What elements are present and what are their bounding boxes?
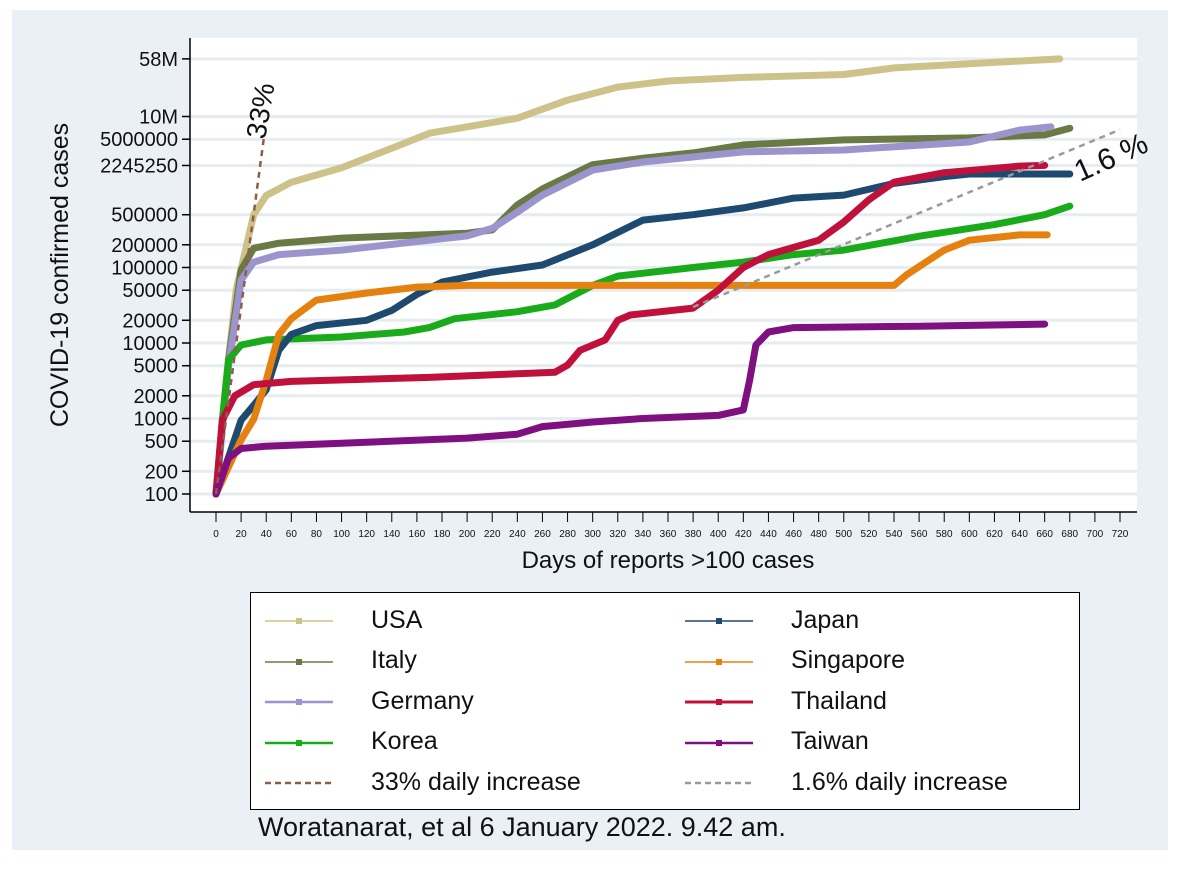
x-tick-label: 540 xyxy=(886,529,903,540)
legend: USA Italy Germany Korea Japan Singapore Thaila… xyxy=(250,592,1080,810)
x-tick-label: 80 xyxy=(311,529,323,540)
x-tick-label: 520 xyxy=(861,529,878,540)
legend-label: Japan xyxy=(791,605,860,634)
series-germany-line xyxy=(212,123,1055,498)
x-tick-label: 360 xyxy=(660,529,677,540)
y-tick-label: 10000 xyxy=(122,333,178,355)
x-tick-label: 620 xyxy=(986,529,1003,540)
caption: Woratanarat, et al 6 January 2022. 9.42 … xyxy=(258,812,786,842)
x-tick-label: 300 xyxy=(584,529,601,540)
x-tick-label: 220 xyxy=(484,529,501,540)
series-singapore-line xyxy=(212,231,1051,498)
x-tick-label: 640 xyxy=(1011,529,1028,540)
x-tick-label: 700 xyxy=(1087,529,1104,540)
y-tick-label: 500 xyxy=(145,431,178,453)
series-33-daily-increase-line xyxy=(214,139,265,495)
x-tick-label: 340 xyxy=(635,529,652,540)
x-tick-label: 200 xyxy=(459,529,476,540)
x-tick-label: 180 xyxy=(434,529,451,540)
y-tick-label: 20000 xyxy=(122,310,178,332)
x-tick-label: 240 xyxy=(509,529,526,540)
x-tick-label: 320 xyxy=(609,529,626,540)
legend-item-taiwan: Taiwan xyxy=(685,727,869,757)
y-tick-label: 5000000 xyxy=(100,129,178,151)
x-tick-label: 500 xyxy=(835,529,852,540)
x-tick-label: 560 xyxy=(911,529,928,540)
y-tick-label: 200000 xyxy=(111,235,178,257)
legend-label: Thailand xyxy=(791,686,887,715)
series-korea-line xyxy=(212,202,1074,498)
y-tick-label: 500000 xyxy=(111,205,178,227)
legend-swatch-taiwan xyxy=(685,736,753,748)
y-tick-label: 2000 xyxy=(134,386,179,408)
legend-label: 33% daily increase xyxy=(371,767,581,796)
y-axis-title: COVID-19 confirmed cases xyxy=(46,123,74,427)
x-tick-label: 400 xyxy=(710,529,727,540)
legend-item-thailand: Thailand xyxy=(685,686,887,716)
legend-swatch-1-6-daily-increase xyxy=(685,776,753,788)
legend-swatch-33-daily-increase xyxy=(265,776,333,788)
legend-label: 1.6% daily increase xyxy=(791,767,1008,796)
x-tick-label: 580 xyxy=(936,529,953,540)
legend-item-italy: Italy xyxy=(265,646,417,676)
x-tick-label: 600 xyxy=(961,529,978,540)
x-tick-label: 380 xyxy=(685,529,702,540)
y-tick-label: 100000 xyxy=(111,258,178,280)
series-taiwan-line xyxy=(212,320,1049,498)
x-tick-label: 0 xyxy=(213,529,219,540)
x-tick-label: 20 xyxy=(236,529,248,540)
x-tick-label: 720 xyxy=(1112,529,1129,540)
x-tick-label: 480 xyxy=(810,529,827,540)
y-tick-label: 2245250 xyxy=(100,155,178,177)
legend-item-33-daily-increase: 33% daily increase xyxy=(265,767,581,797)
series-thailand-line xyxy=(212,161,1049,498)
x-tick-label: 440 xyxy=(760,529,777,540)
legend-item-korea: Korea xyxy=(265,727,438,757)
y-tick-label: 100 xyxy=(145,484,178,506)
legend-swatch-singapore xyxy=(685,655,753,667)
legend-label: Korea xyxy=(371,727,438,755)
legend-label: USA xyxy=(371,605,423,634)
legend-label: Singapore xyxy=(791,646,905,674)
series-italy-line xyxy=(212,124,1074,498)
legend-item-germany: Germany xyxy=(265,686,474,716)
series-usa-line xyxy=(212,55,1064,498)
y-tick-label: 200 xyxy=(145,461,178,483)
x-tick-label: 660 xyxy=(1036,529,1053,540)
y-tick-label: 1000 xyxy=(134,409,179,431)
y-tick-label: 58M xyxy=(139,49,178,71)
x-tick-label: 420 xyxy=(735,529,752,540)
series-1-6-daily-increase-line xyxy=(692,128,1121,309)
legend-swatch-korea xyxy=(265,736,333,748)
y-tick-label: 5000 xyxy=(134,356,179,378)
legend-swatch-japan xyxy=(685,614,753,626)
x-tick-label: 100 xyxy=(333,529,350,540)
legend-swatch-thailand xyxy=(685,695,753,707)
legend-item-usa: USA xyxy=(265,605,422,635)
series-japan-line xyxy=(212,170,1074,498)
legend-label: Germany xyxy=(371,686,474,715)
x-tick-label: 140 xyxy=(383,529,400,540)
legend-swatch-germany xyxy=(265,695,333,707)
x-tick-label: 160 xyxy=(409,529,426,540)
x-tick-label: 40 xyxy=(261,529,273,540)
x-axis-title: Days of reports >100 cases xyxy=(522,547,815,574)
x-tick-label: 60 xyxy=(286,529,298,540)
legend-item-1-6-daily-increase: 1.6% daily increase xyxy=(685,767,1008,797)
y-tick-label: 50000 xyxy=(122,280,178,302)
x-tick-label: 260 xyxy=(534,529,551,540)
x-tick-label: 460 xyxy=(785,529,802,540)
legend-item-singapore: Singapore xyxy=(685,646,905,676)
x-tick-label: 680 xyxy=(1061,529,1078,540)
x-tick-label: 280 xyxy=(559,529,576,540)
legend-label: Italy xyxy=(371,646,417,674)
legend-swatch-italy xyxy=(265,655,333,667)
y-tick-label: 10M xyxy=(139,107,178,129)
x-tick-label: 120 xyxy=(358,529,375,540)
legend-item-japan: Japan xyxy=(685,605,859,635)
legend-label: Taiwan xyxy=(791,727,869,755)
legend-swatch-usa xyxy=(265,614,333,626)
